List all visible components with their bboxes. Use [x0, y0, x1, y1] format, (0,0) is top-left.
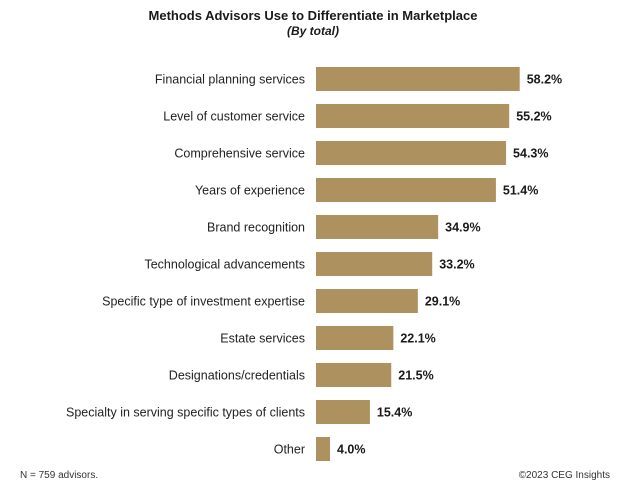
value-label: 22.1% [400, 332, 435, 346]
bar [316, 289, 418, 313]
copyright-note: ©2023 CEG Insights [518, 470, 610, 481]
value-label: 54.3% [513, 147, 548, 161]
bar [316, 437, 330, 461]
category-label: Specialty in serving specific types of c… [66, 406, 305, 420]
bar [316, 400, 370, 424]
category-label: Specific type of investment expertise [102, 295, 305, 309]
bar [316, 326, 394, 350]
category-label: Financial planning services [155, 73, 305, 87]
value-label: 55.2% [516, 110, 551, 124]
value-label: 15.4% [377, 406, 412, 420]
chart-title: Methods Advisors Use to Differentiate in… [148, 8, 478, 23]
category-label: Comprehensive service [174, 147, 305, 161]
bar [316, 215, 439, 239]
category-label: Estate services [220, 332, 305, 346]
bar [316, 363, 392, 387]
value-label: 34.9% [445, 221, 480, 235]
category-label: Brand recognition [207, 221, 305, 235]
category-label: Years of experience [195, 184, 305, 198]
bar [316, 67, 520, 91]
chart-subtitle: (By total) [287, 24, 339, 38]
value-label: 21.5% [398, 369, 433, 383]
bar [316, 104, 510, 128]
bar [316, 252, 433, 276]
sample-size-note: N = 759 advisors. [20, 470, 99, 481]
category-label: Technological advancements [144, 258, 305, 272]
value-label: 58.2% [527, 73, 562, 87]
category-label: Designations/credentials [169, 369, 305, 383]
value-label: 33.2% [439, 258, 474, 272]
category-label: Level of customer service [163, 110, 305, 124]
category-label: Other [274, 443, 305, 457]
value-label: 51.4% [503, 184, 538, 198]
bar [316, 178, 496, 202]
bar [316, 141, 507, 165]
value-label: 29.1% [425, 295, 460, 309]
value-label: 4.0% [337, 443, 366, 457]
